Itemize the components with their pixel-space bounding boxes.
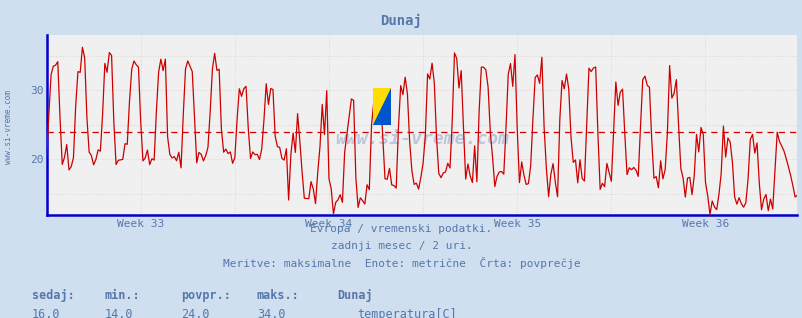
Text: sedaj:: sedaj: — [32, 289, 75, 302]
Text: 34,0: 34,0 — [257, 308, 285, 318]
Text: www.si-vreme.com: www.si-vreme.com — [334, 130, 508, 148]
Text: temperatura[C]: temperatura[C] — [357, 308, 456, 318]
Polygon shape — [373, 88, 391, 125]
Polygon shape — [373, 88, 391, 125]
Text: zadnji mesec / 2 uri.: zadnji mesec / 2 uri. — [330, 241, 472, 251]
Text: 14,0: 14,0 — [104, 308, 132, 318]
Text: Dunaj: Dunaj — [380, 14, 422, 29]
Text: povpr.:: povpr.: — [180, 289, 230, 302]
Text: 16,0: 16,0 — [32, 308, 60, 318]
Text: www.si-vreme.com: www.si-vreme.com — [3, 90, 13, 164]
Text: Evropa / vremenski podatki.: Evropa / vremenski podatki. — [310, 224, 492, 234]
Text: Meritve: maksimalne  Enote: metrične  Črta: povprečje: Meritve: maksimalne Enote: metrične Črta… — [222, 257, 580, 269]
Text: min.:: min.: — [104, 289, 140, 302]
Text: Dunaj: Dunaj — [337, 289, 372, 302]
Text: 24,0: 24,0 — [180, 308, 209, 318]
Text: maks.:: maks.: — [257, 289, 299, 302]
